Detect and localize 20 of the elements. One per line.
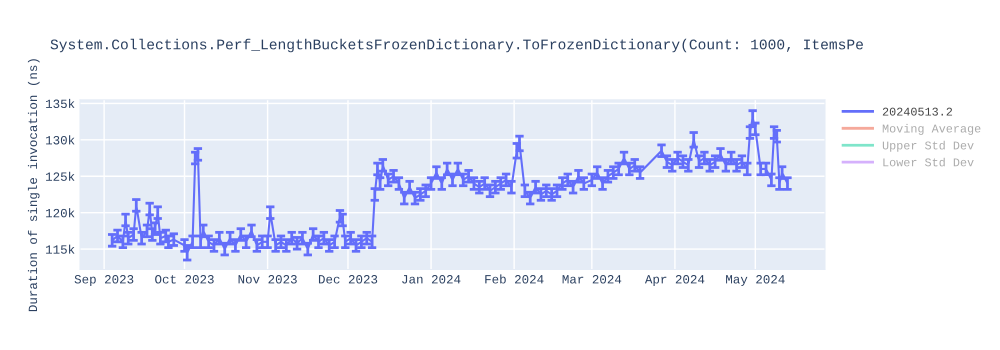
x-tick-label: May 2024 [726, 275, 785, 286]
x-tick-label: Oct 2023 [155, 275, 214, 284]
x-tick-label: Feb 2024 [485, 274, 544, 284]
y-axis-title: Duration of single invocation (ns) [28, 59, 40, 312]
x-tick-label: Dec 2023 [318, 275, 378, 284]
legend-label: Moving Average [882, 124, 980, 135]
legend-label: Upper Std Dev [882, 140, 974, 152]
y-tick-label: 125k [46, 172, 74, 181]
x-tick-label: Nov 2023 [238, 275, 297, 284]
legend-label: Lower Std Dev [883, 158, 974, 166]
x-tick-label: Jan 2024 [402, 275, 460, 284]
y-tick-label: 120k [46, 208, 74, 218]
chart-title: System.Collections.Perf_LengthBucketsFrozenDictionary.ToFrozenDictionary(Count: 1000, ItemsPe [50, 38, 863, 52]
y-tick-label: 130k [46, 135, 74, 144]
legend-label: 20240513.2 [882, 108, 952, 116]
x-tick-label: Apr 2024 [644, 275, 704, 286]
y-tick-label: 135k [46, 98, 74, 108]
x-tick-label: Mar 2024 [562, 275, 622, 284]
y-tick-label: 115k [46, 244, 74, 254]
x-tick-label: Sep 2023 [74, 275, 134, 286]
